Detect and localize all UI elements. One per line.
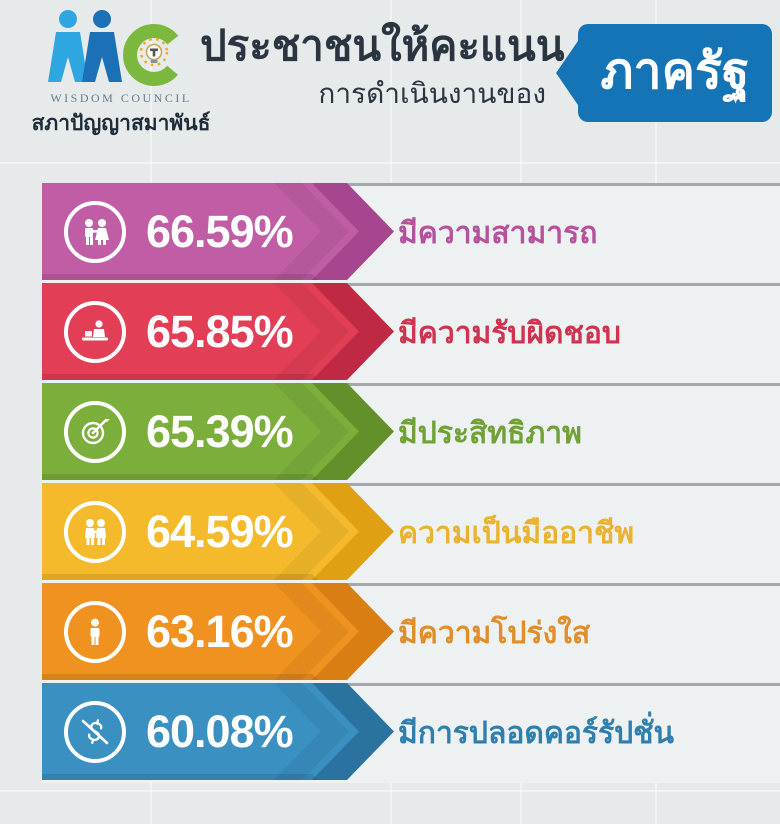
score-row-efficiency: 65.39% มีประสิทธิภาพ bbox=[0, 383, 780, 483]
score-value: 60.08% bbox=[146, 705, 294, 757]
logo-name-thai: สภาปัญญาสมาพันธ์ bbox=[31, 112, 211, 135]
sector-badge: ภาครัฐ bbox=[552, 20, 778, 126]
title-line-2: การดำเนินงานของ bbox=[318, 77, 546, 109]
person-desk-icon bbox=[64, 300, 126, 363]
target-icon bbox=[64, 400, 126, 463]
arrow-bar-shape bbox=[42, 483, 394, 580]
score-value: 63.16% bbox=[146, 605, 294, 657]
score-bar: 65.39% bbox=[42, 383, 402, 480]
score-row-capability: 66.59% มีความสามารถ bbox=[0, 183, 780, 283]
badge-pointer-shape bbox=[556, 24, 772, 122]
grid-line-horizontal bbox=[0, 162, 780, 164]
score-label: มีความรับผิดชอบ bbox=[398, 316, 621, 350]
score-bar: 63.16% bbox=[42, 583, 402, 680]
no-corruption-icon bbox=[64, 700, 126, 763]
arrow-bar-shape bbox=[42, 283, 394, 380]
arrow-bar-shape bbox=[42, 583, 394, 680]
people-meeting-icon bbox=[64, 200, 126, 263]
score-value: 64.59% bbox=[146, 505, 294, 557]
score-value: 65.39% bbox=[146, 405, 294, 457]
score-label: มีการปลอดคอร์รัปชั่น bbox=[398, 716, 675, 750]
score-label: มีประสิทธิภาพ bbox=[398, 416, 582, 450]
badge-label: ภาครัฐ bbox=[600, 42, 750, 99]
score-label: มีความโปร่งใส bbox=[398, 616, 591, 650]
score-bar: 66.59% bbox=[42, 183, 402, 280]
logo-name-english: WISDOM COUNCIL bbox=[50, 91, 192, 105]
score-row-professionalism: 64.59% ความเป็นมืออาชีพ bbox=[0, 483, 780, 583]
page-title: ประชาชนให้คะแนน การดำเนินงานของ bbox=[200, 20, 565, 110]
wisdom-council-logo: WISDOM COUNCIL สภาปัญญาสมาพันธ์ bbox=[26, 10, 216, 140]
score-bar: 65.85% bbox=[42, 283, 402, 380]
score-label: มีความสามารถ bbox=[398, 216, 598, 250]
arrow-bar-shape bbox=[42, 683, 394, 780]
score-label: ความเป็นมืออาชีพ bbox=[398, 516, 635, 550]
arrow-bar-shape bbox=[42, 183, 394, 280]
arrow-bar-shape bbox=[42, 383, 394, 480]
title-line-1: ประชาชนให้คะแนน bbox=[200, 22, 565, 69]
handshake-icon bbox=[64, 500, 126, 563]
score-value: 65.85% bbox=[146, 305, 294, 357]
score-value: 66.59% bbox=[146, 205, 294, 257]
grid-line-horizontal bbox=[0, 790, 780, 792]
person-icon bbox=[64, 600, 126, 663]
score-bar: 64.59% bbox=[42, 483, 402, 580]
score-bar: 60.08% bbox=[42, 683, 402, 780]
score-row-no-corruption: 60.08% มีการปลอดคอร์รัปชั่น bbox=[0, 683, 780, 783]
score-row-responsibility: 65.85% มีความรับผิดชอบ bbox=[0, 283, 780, 383]
score-bars: 66.59% มีความสามารถ bbox=[0, 183, 780, 783]
score-row-transparency: 63.16% มีความโปร่งใส bbox=[0, 583, 780, 683]
wc-logo-icon bbox=[48, 10, 185, 86]
